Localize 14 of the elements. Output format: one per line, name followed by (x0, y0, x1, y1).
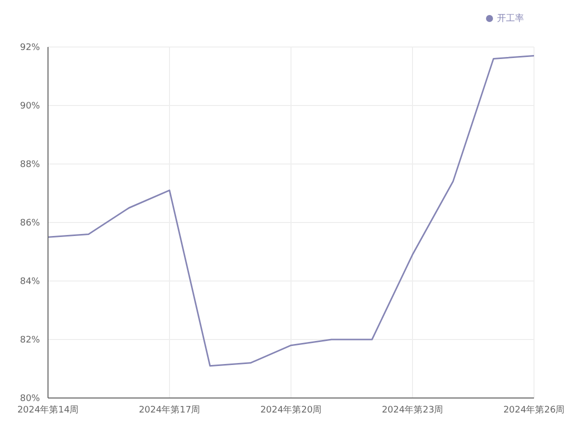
y-tick-label: 82% (20, 336, 40, 346)
x-tick-label: 2024年第23周 (382, 404, 444, 416)
x-tick-label: 2024年第20周 (260, 404, 322, 416)
x-tick-label: 2024年第14周 (17, 404, 79, 416)
x-tick-label: 2024年第17周 (138, 404, 200, 416)
y-tick-label: 80% (20, 394, 40, 404)
y-tick-label: 88% (20, 160, 40, 170)
y-tick-label: 90% (20, 102, 40, 112)
y-tick-label: 84% (20, 277, 40, 288)
line-series (48, 55, 534, 367)
x-tick-label: 2024年第26周 (503, 404, 565, 416)
legend-label: 开工率 (497, 14, 524, 24)
y-tick-label: 92% (20, 43, 40, 54)
y-tick-label: 86% (20, 218, 40, 229)
